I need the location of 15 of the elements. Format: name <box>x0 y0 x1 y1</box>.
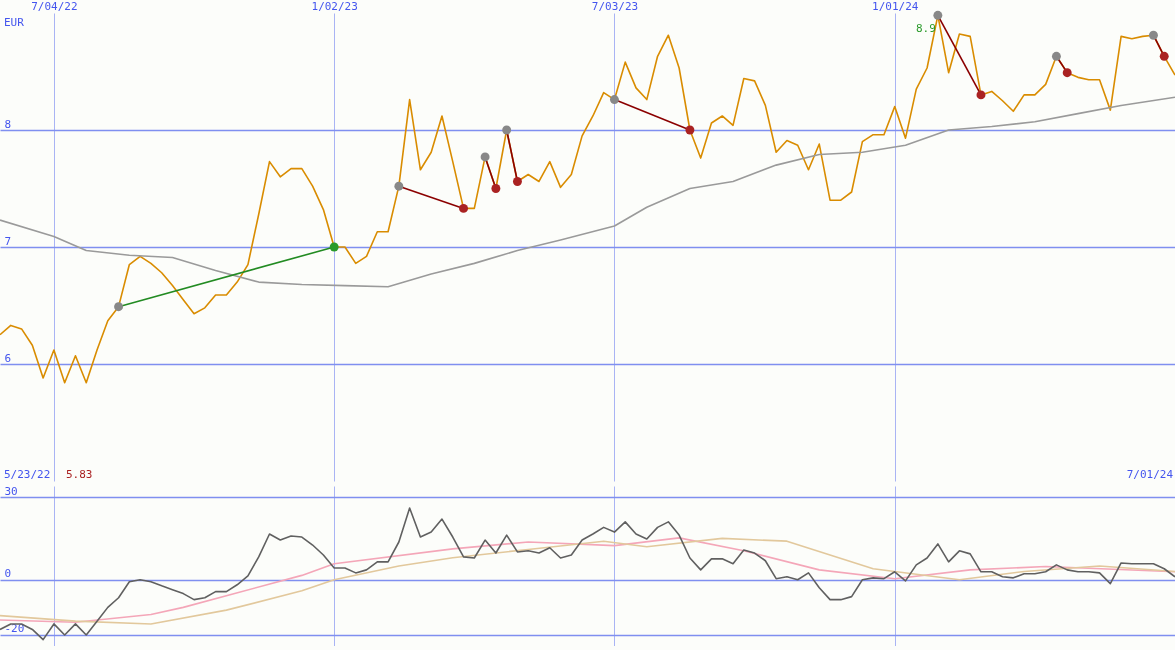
x-tick-label: 7/04/22 <box>31 0 78 13</box>
annotation: 5/23/22 <box>4 468 51 481</box>
x-tick-label: 7/03/23 <box>591 0 639 13</box>
y-axis-title: EUR <box>4 16 25 29</box>
x-tick-label: 1/01/24 <box>872 0 919 13</box>
y-tick-label: 30 <box>4 484 18 498</box>
y-tick-label: 6 <box>4 351 12 365</box>
x-tick-label: 1/02/23 <box>311 0 358 13</box>
y-tick-label: -20 <box>4 622 25 636</box>
y-tick-label: 0 <box>4 567 12 581</box>
annotation: 8.9 <box>915 22 936 36</box>
y-tick-label: 7 <box>4 234 12 248</box>
y-tick-label: 8 <box>4 117 12 131</box>
annotation: 7/01/24 <box>1126 468 1174 481</box>
annotation: 5.83 <box>66 468 93 481</box>
